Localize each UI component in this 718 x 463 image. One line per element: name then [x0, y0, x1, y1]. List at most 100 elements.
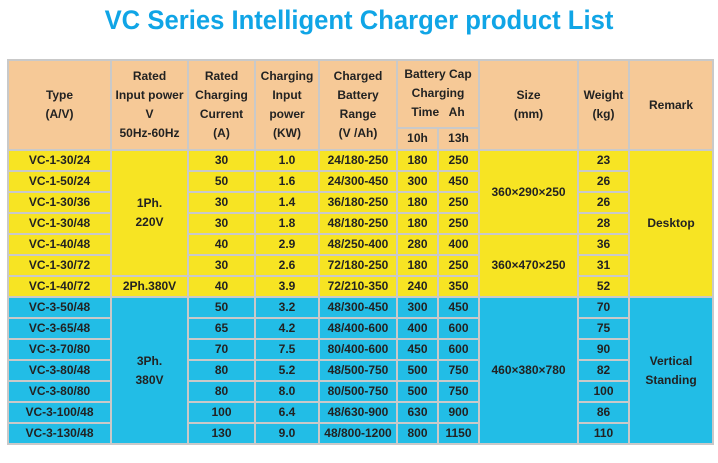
cell-power: 3.9: [254, 275, 320, 298]
cell-weight: 70: [577, 296, 631, 319]
cell-type: VC-3-70/80: [7, 338, 112, 361]
cell-time: 800: [396, 422, 439, 445]
cell-line: 1Ph.: [136, 196, 163, 210]
cell-time: 280: [396, 233, 439, 256]
cell-line: 380V: [135, 372, 164, 387]
cell-ah: 600: [436, 317, 481, 340]
header-time-10h: 10h: [396, 126, 439, 151]
cell-type: VC-1-30/36: [7, 191, 112, 214]
cell-time: 500: [396, 380, 439, 403]
header-line: Charging: [411, 86, 465, 101]
cell-type: VC-1-40/48: [7, 233, 112, 256]
header-remark: Remark: [628, 59, 715, 151]
header-line: Input: [272, 88, 302, 102]
cell-range: 48/180-250: [318, 212, 398, 235]
cell-type: VC-3-65/48: [7, 317, 112, 340]
cell-size: 360×470×250: [478, 233, 580, 298]
cell-type: VC-1-50/24: [7, 170, 112, 193]
cell-time: 450: [396, 338, 439, 361]
cell-type: VC-3-50/48: [7, 296, 112, 319]
cell-type: VC-1-30/72: [7, 254, 112, 277]
header-line: Weight: [583, 88, 624, 102]
cell-power: 3.2: [254, 296, 320, 319]
page-title: VC Series Intelligent Charger product Li…: [104, 5, 614, 35]
cell-power: 2.6: [254, 254, 320, 277]
cell-range: 72/180-250: [318, 254, 398, 277]
header-type-line: Type: [45, 88, 74, 102]
cell-ah: 600: [436, 338, 481, 361]
cell-power: 8.0: [254, 380, 320, 403]
cell-power: 6.4: [254, 401, 320, 424]
header-battery-cap: Battery Cap Charging Time Ah: [395, 59, 481, 129]
cell-current: 50: [187, 170, 256, 193]
table-row: VC-3-100/48 100 6.4 48/630-900 630 900 8…: [7, 401, 713, 424]
table-row: VC-1-30/72 30 2.6 72/180-250 180 250 31: [7, 254, 713, 277]
cell-weight: 110: [577, 422, 631, 445]
cell-weight: 31: [577, 254, 631, 277]
header-charged-range: Charged Battery Range (V /Ah): [318, 59, 398, 151]
cell-ah: 450: [436, 170, 481, 193]
cell-ah: 1150: [436, 422, 481, 445]
header-ah-13h: 13h: [436, 126, 481, 151]
cell-remark: Vertical Standing: [628, 296, 715, 445]
cell-current: 30: [187, 254, 256, 277]
cell-weight: 75: [577, 317, 631, 340]
cell-range: 24/300-450: [318, 170, 398, 193]
header-line: Input power: [115, 88, 184, 102]
cell-type: VC-3-100/48: [7, 401, 112, 424]
cell-weight: 28: [577, 212, 631, 235]
cell-ah: 450: [436, 296, 481, 319]
cell-current: 30: [187, 191, 256, 214]
header-line: Current: [199, 107, 244, 121]
table-row: VC-3-65/48 65 4.2 48/400-600 400 600 75: [7, 317, 713, 340]
header-line: (mm): [513, 107, 544, 121]
cell-ah: 900: [436, 401, 481, 424]
cell-remark: Desktop: [628, 149, 715, 298]
cell-range: 24/180-250: [318, 149, 398, 172]
header-line: Rated: [132, 69, 167, 83]
cell-power: 1.4: [254, 191, 320, 214]
cell-power: 9.0: [254, 422, 320, 445]
table-row: VC-1-30/48 30 1.8 48/180-250 180 250 28: [7, 212, 713, 235]
table-row: VC-3-50/48 3Ph. 380V 50 3.2 48/300-450 30…: [7, 296, 715, 445]
cell-type: VC-3-80/80: [7, 380, 112, 403]
cell-time: 240: [396, 275, 439, 298]
header-line: Charging: [195, 88, 248, 102]
cell-ah: 350: [436, 275, 481, 298]
cell-time: 180: [396, 212, 439, 235]
header-line: Range: [339, 107, 377, 121]
cell-current: 40: [187, 275, 256, 298]
cell-type: VC-3-130/48: [7, 422, 112, 445]
cell-ah: 250: [436, 212, 481, 235]
cell-weight: 100: [577, 380, 631, 403]
cell-size: 360×290×250: [478, 149, 580, 235]
header-size: Size (mm): [478, 59, 580, 151]
cell-type: VC-1-30/24: [7, 149, 112, 172]
header-type-line: (A/V): [45, 107, 74, 121]
cell-current: 70: [187, 338, 256, 361]
cell-power: 5.2: [254, 359, 320, 382]
cell-type: VC-3-80/48: [7, 359, 112, 382]
cell-weight: 52: [577, 275, 631, 298]
header-line: (V /Ah): [338, 126, 378, 140]
cell-weight: 90: [577, 338, 631, 361]
cell-input-2ph: 2Ph.380V: [110, 275, 189, 298]
cell-weight: 82: [577, 359, 631, 382]
cell-time: 500: [396, 359, 439, 382]
header-line: (A): [213, 126, 230, 140]
cell-range: 48/400-600: [318, 317, 398, 340]
cell-range: 80/500-750: [318, 380, 398, 403]
cell-input-1ph: 1Ph. 220V: [110, 149, 189, 277]
cell-line: Vertical: [649, 353, 693, 368]
cell-ah: 750: [436, 380, 481, 403]
cell-ah: 400: [436, 233, 481, 256]
cell-current: 80: [187, 380, 256, 403]
cell-current: 80: [187, 359, 256, 382]
table-row: VC-3-80/80 80 8.0 80/500-750 500 750 100: [7, 380, 713, 403]
cell-line: 3Ph.: [136, 353, 163, 368]
table-row: VC-3-70/80 70 7.5 80/400-600 450 600 90: [7, 338, 713, 361]
cell-time: 300: [396, 296, 439, 319]
cell-ah: 250: [436, 191, 481, 214]
cell-ah: 750: [436, 359, 481, 382]
header-line: Battery: [337, 88, 379, 102]
